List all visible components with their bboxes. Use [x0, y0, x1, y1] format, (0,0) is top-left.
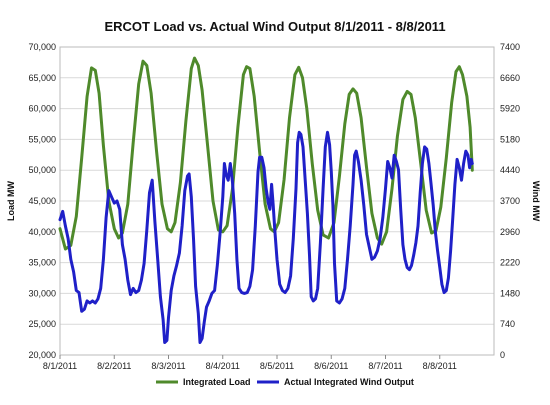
y2-axis-label: Wind MW	[531, 181, 541, 222]
y2-tick-label: 3700	[500, 196, 520, 206]
y2-tick-label: 1480	[500, 288, 520, 298]
y-tick-label: 30,000	[28, 288, 56, 298]
x-tick-label: 8/4/2011	[206, 361, 240, 371]
legend: Integrated Load Actual Integrated Wind O…	[156, 377, 414, 387]
x-tick-label: 8/6/2011	[314, 361, 348, 371]
y-tick-label: 25,000	[28, 319, 56, 329]
y2-tick-label: 0	[500, 350, 505, 360]
series-line-wind	[58, 130, 474, 344]
series-lines	[58, 56, 474, 344]
x-tick-label: 8/1/2011	[43, 361, 77, 371]
y-tick-label: 65,000	[28, 73, 56, 83]
y-axis-label: Load MW	[6, 181, 16, 221]
x-axis-ticks: 8/1/2011 8/2/2011 8/3/2011 8/4/2011 8/5/2011…	[43, 355, 457, 371]
x-tick-label: 8/7/2011	[368, 361, 402, 371]
y-tick-label: 35,000	[28, 258, 56, 268]
legend-label-wind: Actual Integrated Wind Output	[284, 377, 414, 387]
y-tick-label: 20,000	[28, 350, 56, 360]
y2-tick-label: 4440	[500, 165, 520, 175]
chart-title: ERCOT Load vs. Actual Wind Output 8/1/20…	[104, 19, 445, 34]
series-line-load	[58, 56, 474, 251]
y2-tick-label: 740	[500, 319, 515, 329]
x-tick-label: 8/8/2011	[423, 361, 457, 371]
y2-tick-label: 7400	[500, 42, 520, 52]
x-tick-label: 8/2/2011	[97, 361, 131, 371]
legend-label-load: Integrated Load	[183, 377, 251, 387]
y2-tick-label: 6660	[500, 73, 520, 83]
y2-tick-label: 5180	[500, 134, 520, 144]
x-tick-label: 8/3/2011	[151, 361, 185, 371]
x-tick-label: 8/5/2011	[260, 361, 294, 371]
y2-tick-label: 5920	[500, 104, 520, 114]
y-tick-label: 50,000	[28, 165, 56, 175]
y2-tick-label: 2220	[500, 258, 520, 268]
gridlines	[60, 46, 494, 356]
y-tick-label: 70,000	[28, 42, 56, 52]
y-tick-label: 60,000	[28, 104, 56, 114]
y-tick-label: 55,000	[28, 134, 56, 144]
y-axis-ticks: 20,000 25,000 30,000 35,000 40,000 45,000 50,0…	[28, 42, 56, 360]
y2-tick-label: 2960	[500, 227, 520, 237]
y-tick-label: 40,000	[28, 227, 56, 237]
y-tick-label: 45,000	[28, 196, 56, 206]
y2-axis-ticks: 0 740 1480 2220 2960 3700 4440 5180 5920 6660 7400	[500, 42, 520, 360]
